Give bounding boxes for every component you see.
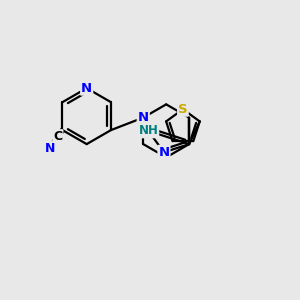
Text: N: N [158, 146, 169, 159]
Text: N: N [138, 111, 149, 124]
Text: NH: NH [138, 124, 158, 137]
Text: S: S [178, 103, 188, 116]
Text: N: N [81, 82, 92, 95]
Text: C: C [53, 130, 62, 143]
Text: N: N [44, 142, 55, 155]
